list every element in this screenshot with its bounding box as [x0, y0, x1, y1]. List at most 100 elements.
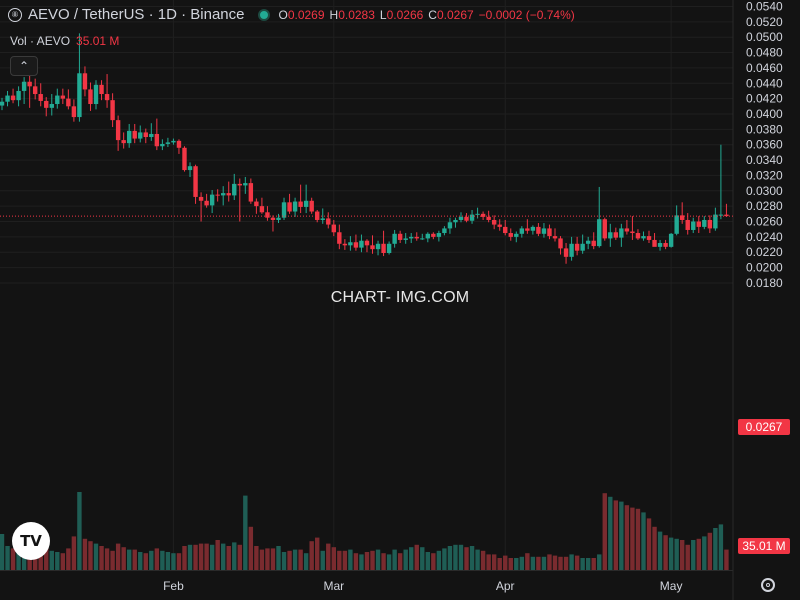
- volume-bar: [281, 552, 287, 570]
- candle-body: [397, 233, 403, 240]
- candle-body: [331, 224, 336, 233]
- candle-body: [226, 193, 231, 196]
- volume-bar: [442, 548, 447, 570]
- y-axis-tick-label: 0.0540: [746, 0, 783, 13]
- volume-bar: [386, 554, 392, 570]
- tradingview-logo[interactable]: TV: [12, 522, 50, 560]
- volume-bar: [453, 544, 458, 570]
- volume-bar: [326, 543, 331, 570]
- candle-body: [668, 233, 674, 247]
- change-value: −0.0002 (−0.74%): [478, 7, 575, 22]
- volume-bar: [353, 553, 359, 570]
- volume-bar: [193, 544, 198, 570]
- candle-body: [508, 233, 513, 237]
- volume-bar: [436, 550, 442, 570]
- volume-bar: [165, 552, 171, 570]
- candle-body: [619, 228, 624, 238]
- volume-bar: [0, 534, 5, 570]
- candle-body: [425, 233, 431, 239]
- volume-legend: Vol · AEVO 35.01 M: [10, 34, 119, 48]
- volume-bar: [276, 546, 281, 570]
- candle-body: [525, 228, 530, 231]
- volume-bar: [160, 550, 165, 570]
- volume-bar: [132, 549, 137, 570]
- candle-body: [514, 233, 519, 237]
- volume-bar: [187, 544, 193, 570]
- low-value: 0.0266: [386, 7, 424, 22]
- candle-body: [99, 84, 104, 95]
- candle-body: [237, 183, 242, 186]
- volume-bar: [254, 546, 259, 570]
- candle-body: [458, 216, 464, 220]
- candle-body: [71, 106, 77, 118]
- volume-bar: [259, 549, 265, 570]
- y-axis-tick-label: 0.0500: [746, 30, 783, 44]
- market-status-icon[interactable]: [258, 8, 271, 21]
- candle-body: [55, 95, 60, 105]
- ohlc-values: O0.0269 H0.0283 L0.0266 C0.0267 −0.0002 …: [278, 8, 574, 22]
- candle-body: [265, 212, 270, 218]
- candle-body: [254, 201, 259, 207]
- volume-bar: [569, 554, 574, 570]
- volume-label[interactable]: Vol · AEVO: [10, 34, 71, 48]
- settings-gear-icon[interactable]: [761, 578, 775, 592]
- close-value: 0.0267: [436, 7, 474, 22]
- volume-bar: [287, 550, 292, 570]
- candle-body: [281, 202, 287, 218]
- volume-bar: [270, 548, 276, 570]
- volume-bar: [49, 550, 54, 570]
- candle-body: [176, 140, 182, 148]
- volume-bar: [71, 536, 77, 570]
- candle-body: [165, 142, 171, 144]
- volume-bar: [707, 532, 713, 570]
- volume-bar: [541, 556, 547, 570]
- candle-body: [381, 243, 386, 253]
- candle-body: [646, 236, 652, 240]
- candle-body: [193, 166, 198, 197]
- candle-body: [93, 84, 99, 105]
- candle-body: [464, 216, 469, 221]
- volume-bar: [536, 556, 541, 570]
- symbol-title[interactable]: AEVO / TetherUS · 1D · Binance: [28, 6, 245, 23]
- candle-body: [591, 240, 596, 247]
- volume-bar: [292, 549, 298, 570]
- volume-bar: [149, 550, 154, 570]
- candle-body: [691, 221, 696, 230]
- logo-text: TV: [20, 532, 42, 550]
- candle-body: [469, 214, 475, 221]
- volume-bar: [126, 549, 132, 570]
- candle-body: [392, 233, 397, 244]
- candle-body: [436, 233, 442, 237]
- candle-body: [5, 95, 10, 102]
- volume-bar: [232, 542, 237, 570]
- candle-body: [696, 221, 701, 227]
- candle-body: [541, 228, 547, 234]
- volume-bar: [248, 526, 254, 570]
- volume-bar: [563, 556, 569, 570]
- collapse-legend-button[interactable]: ⌃: [10, 56, 38, 76]
- candle-body: [679, 215, 685, 220]
- candle-body: [44, 100, 49, 108]
- candle-body: [66, 98, 71, 107]
- y-axis-tick-label: 0.0260: [746, 215, 783, 229]
- candle-body: [364, 240, 370, 246]
- volume-bar: [696, 538, 701, 570]
- volume-bar: [652, 526, 657, 570]
- volume-bar: [503, 555, 508, 570]
- volume-bar: [348, 549, 353, 570]
- candle-body: [480, 213, 486, 217]
- volume-bar: [337, 550, 342, 570]
- open-value: 0.0269: [287, 7, 325, 22]
- volume-bar: [143, 553, 148, 570]
- candle-body: [353, 242, 359, 248]
- volume-bar: [226, 546, 231, 570]
- volume-bar: [486, 554, 491, 570]
- candle-body: [303, 200, 309, 207]
- x-axis-tick-label: Feb: [163, 579, 184, 593]
- volume-bar: [359, 554, 364, 570]
- volume-bar: [724, 549, 729, 570]
- candle-body: [641, 236, 646, 239]
- close-key: C: [428, 7, 437, 22]
- volume-bar: [679, 540, 685, 570]
